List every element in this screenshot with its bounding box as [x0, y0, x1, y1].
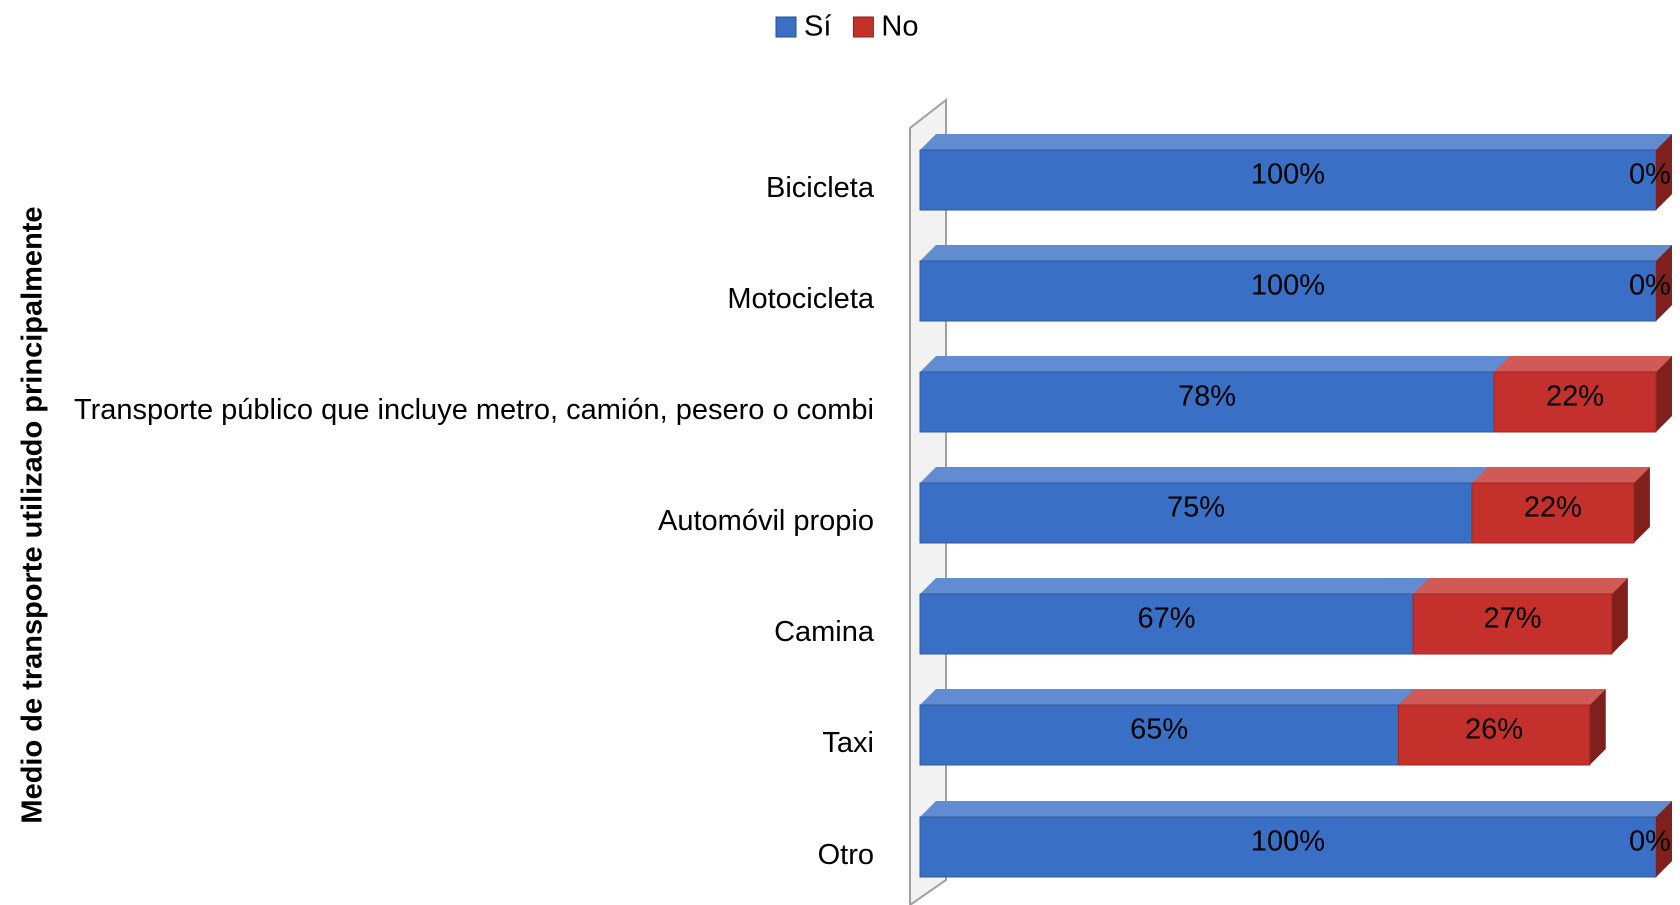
- bar-segment: [919, 245, 1672, 322]
- value-label: 100%: [1251, 159, 1325, 191]
- bar-segment: [1493, 356, 1672, 433]
- bar-side: [1656, 356, 1672, 432]
- value-label: 0%: [1629, 826, 1671, 858]
- bar-top: [920, 801, 1672, 817]
- category-label: Transporte público que incluye metro, ca…: [34, 370, 874, 450]
- bar-front: [1471, 482, 1635, 544]
- category-label: Taxi: [34, 703, 874, 783]
- bar-segment: [919, 578, 1430, 655]
- bar-front: [1493, 371, 1657, 433]
- bar-top: [920, 467, 1488, 483]
- value-label: 100%: [1251, 270, 1325, 302]
- bar-front: [919, 482, 1473, 544]
- legend-item: No: [852, 11, 918, 43]
- category-label: Otro: [34, 815, 874, 895]
- bar-segment: [1471, 467, 1650, 544]
- legend-item: Sí: [775, 11, 831, 43]
- category-label: Camina: [34, 592, 874, 672]
- bar-top: [1494, 356, 1672, 372]
- bar-segment: [919, 467, 1488, 544]
- category-text: Transporte público que incluye metro, ca…: [73, 394, 874, 426]
- bar-top: [920, 356, 1511, 372]
- value-label: 67%: [1138, 603, 1196, 635]
- category-text: Otro: [817, 839, 874, 871]
- value-label: 0%: [1629, 270, 1671, 302]
- bar-front: [919, 371, 1495, 433]
- bar-top: [1398, 689, 1606, 705]
- bar-front: [1397, 704, 1591, 766]
- bar-segment: [1656, 245, 1672, 321]
- value-label: 65%: [1130, 714, 1188, 746]
- bar-top: [920, 689, 1415, 705]
- value-label: 78%: [1178, 381, 1236, 413]
- bar-side: [1589, 689, 1606, 765]
- category-text: Automóvil propio: [658, 505, 874, 537]
- bar-segment: [1397, 689, 1606, 766]
- legend-swatch: [775, 16, 797, 38]
- bar-segment: [1656, 801, 1672, 877]
- bar-segment: [1412, 578, 1628, 655]
- legend-label: Sí: [804, 11, 831, 43]
- bar-top: [920, 134, 1672, 150]
- value-label: 100%: [1251, 826, 1325, 858]
- bar-segment: [1656, 134, 1672, 210]
- value-label: 22%: [1546, 381, 1604, 413]
- bar-front: [919, 816, 1657, 878]
- value-label: 22%: [1524, 492, 1582, 524]
- category-label: Bicicleta: [34, 148, 874, 228]
- legend-label: No: [881, 11, 918, 43]
- category-label: Automóvil propio: [34, 481, 874, 561]
- bar-side: [1656, 245, 1672, 321]
- bar-segment: [919, 801, 1672, 878]
- bar-top: [1413, 578, 1628, 594]
- value-label: 27%: [1483, 603, 1541, 635]
- bar-side: [1611, 578, 1628, 654]
- axis-title: Medio de transporte utilizado principalm…: [17, 206, 49, 823]
- bar-side: [1633, 467, 1650, 543]
- category-text: Motocicleta: [727, 283, 874, 315]
- bar-top: [920, 245, 1672, 261]
- bar-front: [919, 593, 1414, 655]
- value-label: 0%: [1629, 159, 1671, 191]
- category-text: Camina: [774, 616, 874, 648]
- category-text: Bicicleta: [766, 172, 874, 204]
- category-label: Motocicleta: [34, 259, 874, 339]
- bar-top: [1472, 467, 1650, 483]
- bar-side: [1656, 801, 1672, 877]
- value-label: 75%: [1167, 492, 1225, 524]
- bar-front: [919, 260, 1657, 322]
- legend-swatch: [852, 16, 874, 38]
- category-text: Taxi: [822, 727, 874, 759]
- value-label: 26%: [1465, 714, 1523, 746]
- bar-side: [1656, 134, 1672, 210]
- bar-top: [920, 578, 1430, 594]
- bar-front: [1412, 593, 1613, 655]
